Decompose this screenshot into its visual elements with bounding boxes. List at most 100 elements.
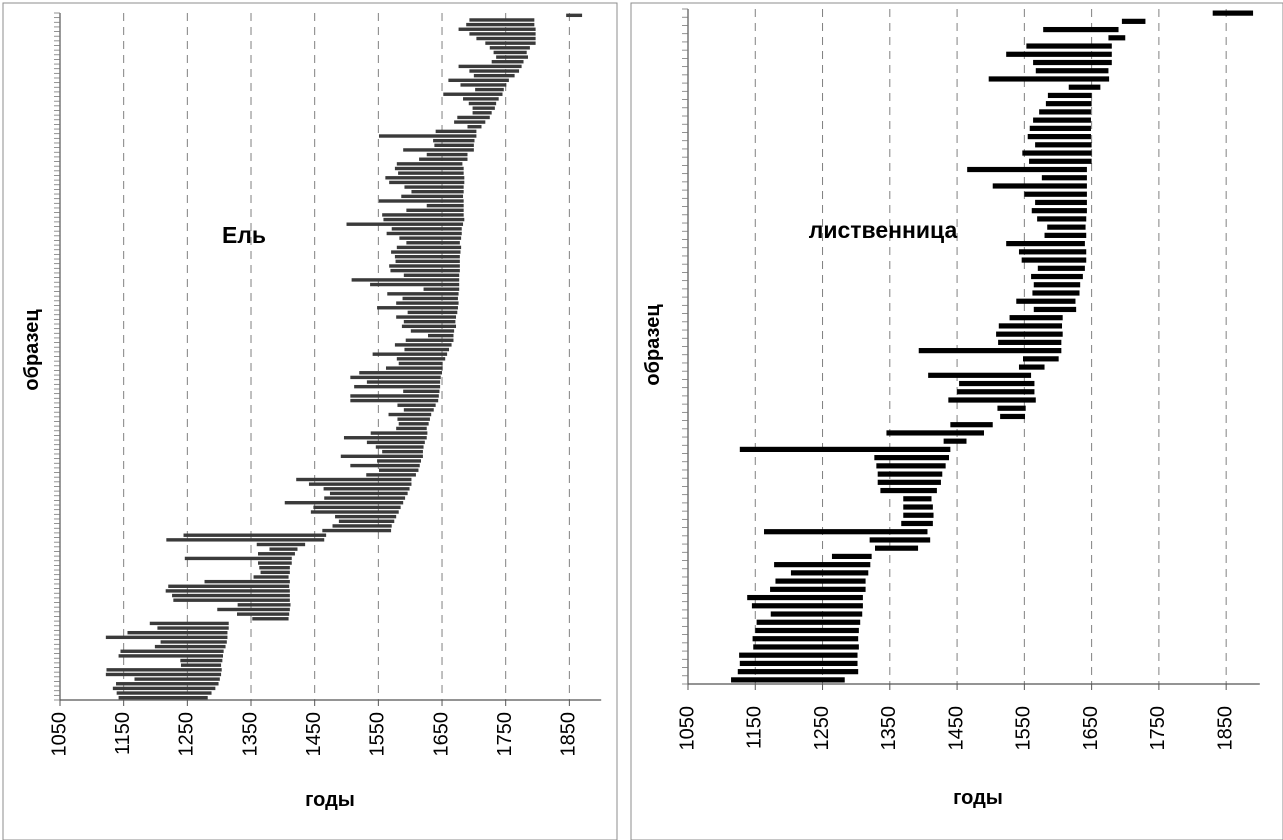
bar: [903, 512, 934, 518]
chart-panel-larch: 1050 1150 1250 1350 1450 1550 1650 1750 1850 лис…: [630, 2, 1283, 840]
bar: [737, 669, 859, 675]
bar: [458, 64, 522, 69]
bar: [1035, 142, 1092, 148]
bar: [770, 611, 863, 617]
bar: [389, 180, 465, 185]
bar: [454, 120, 486, 124]
bar: [1033, 117, 1091, 123]
x-tick-label: 1450: [945, 706, 967, 751]
bar: [496, 55, 528, 59]
bar: [751, 603, 863, 609]
bar: [491, 60, 524, 64]
bar: [180, 658, 223, 663]
bar: [401, 194, 464, 199]
bar: [992, 183, 1087, 189]
x-tick-label: 1050: [676, 706, 698, 751]
bar: [466, 22, 535, 27]
bar: [1032, 290, 1080, 296]
bar: [739, 660, 858, 667]
bar: [469, 69, 520, 73]
bar: [918, 348, 1062, 354]
bar: [1027, 133, 1091, 140]
bar: [566, 13, 583, 18]
bar: [1033, 59, 1112, 66]
bar: [378, 199, 464, 203]
bar: [390, 268, 460, 273]
bar: [1043, 26, 1119, 33]
bar: [467, 125, 482, 129]
bar: [335, 514, 397, 519]
bar: [154, 644, 226, 649]
bar: [180, 663, 222, 667]
bar: [391, 250, 461, 254]
bar: [1024, 191, 1087, 197]
bar: [258, 561, 292, 565]
bar: [1033, 306, 1077, 313]
bar: [469, 32, 536, 36]
bar: [324, 496, 406, 500]
x-tick-label: 1150: [744, 706, 766, 749]
bar: [397, 403, 436, 407]
bar: [366, 380, 441, 384]
bar: [118, 654, 223, 658]
bar: [308, 482, 412, 486]
bar: [394, 254, 460, 259]
bar: [886, 430, 984, 436]
bar: [396, 426, 427, 431]
bar: [876, 463, 946, 469]
bar: [903, 496, 932, 502]
bar: [343, 436, 427, 440]
bar: [996, 331, 1063, 337]
bar: [404, 347, 450, 352]
x-tick-label: 1850: [558, 712, 580, 757]
bar: [386, 231, 462, 236]
bar: [790, 570, 869, 576]
bar: [1006, 51, 1112, 57]
bar: [269, 547, 298, 551]
bar: [448, 78, 509, 83]
bar: [112, 686, 216, 691]
bar: [874, 455, 950, 461]
bar: [323, 487, 410, 491]
bar: [237, 603, 291, 607]
bar: [774, 562, 871, 568]
bar: [755, 627, 859, 634]
bar: [997, 405, 1026, 411]
bar: [1022, 150, 1092, 156]
bar: [426, 152, 468, 157]
x-tick-label: 1550: [367, 712, 389, 757]
x-tick-label: 1750: [1147, 706, 1169, 751]
bar: [753, 644, 859, 650]
bar: [880, 487, 937, 494]
x-axis-title: годы: [305, 789, 355, 811]
bar: [366, 473, 416, 477]
bar: [127, 630, 228, 635]
bar: [875, 545, 919, 551]
x-tick-label: 1250: [176, 712, 198, 757]
bar: [165, 589, 290, 593]
bar: [1212, 10, 1254, 16]
bar: [831, 553, 872, 560]
bar: [1037, 265, 1085, 271]
bar: [928, 372, 1032, 378]
bar: [957, 389, 1035, 395]
bar: [1018, 364, 1045, 370]
bar: [403, 408, 434, 412]
bar: [901, 520, 933, 527]
x-tick-label: 1450: [303, 712, 325, 757]
bar: [410, 329, 455, 333]
bar: [398, 361, 443, 366]
bar: [1026, 43, 1112, 49]
bar: [172, 593, 290, 598]
bar: [116, 691, 212, 695]
bar: [775, 578, 866, 584]
bar: [1044, 232, 1087, 238]
bar: [396, 301, 459, 305]
bar: [397, 417, 430, 421]
bar: [404, 185, 464, 189]
bar: [296, 477, 412, 482]
bar: [134, 677, 220, 681]
bar: [731, 677, 845, 683]
bar: [253, 575, 289, 579]
bar: [377, 306, 458, 310]
